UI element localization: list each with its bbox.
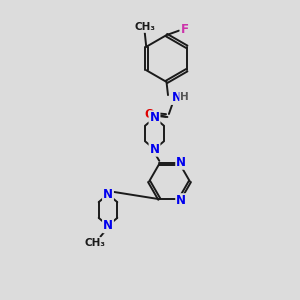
Text: H: H <box>180 92 189 103</box>
Text: CH₃: CH₃ <box>134 22 155 32</box>
Text: N: N <box>176 194 186 207</box>
Text: N: N <box>171 91 182 104</box>
Text: CH₃: CH₃ <box>85 238 106 248</box>
Text: N: N <box>103 188 113 201</box>
Text: N: N <box>103 219 113 232</box>
Text: N: N <box>149 111 160 124</box>
Text: O: O <box>145 107 155 121</box>
Text: N: N <box>149 143 160 156</box>
Text: F: F <box>181 23 188 36</box>
Text: N: N <box>176 156 186 169</box>
